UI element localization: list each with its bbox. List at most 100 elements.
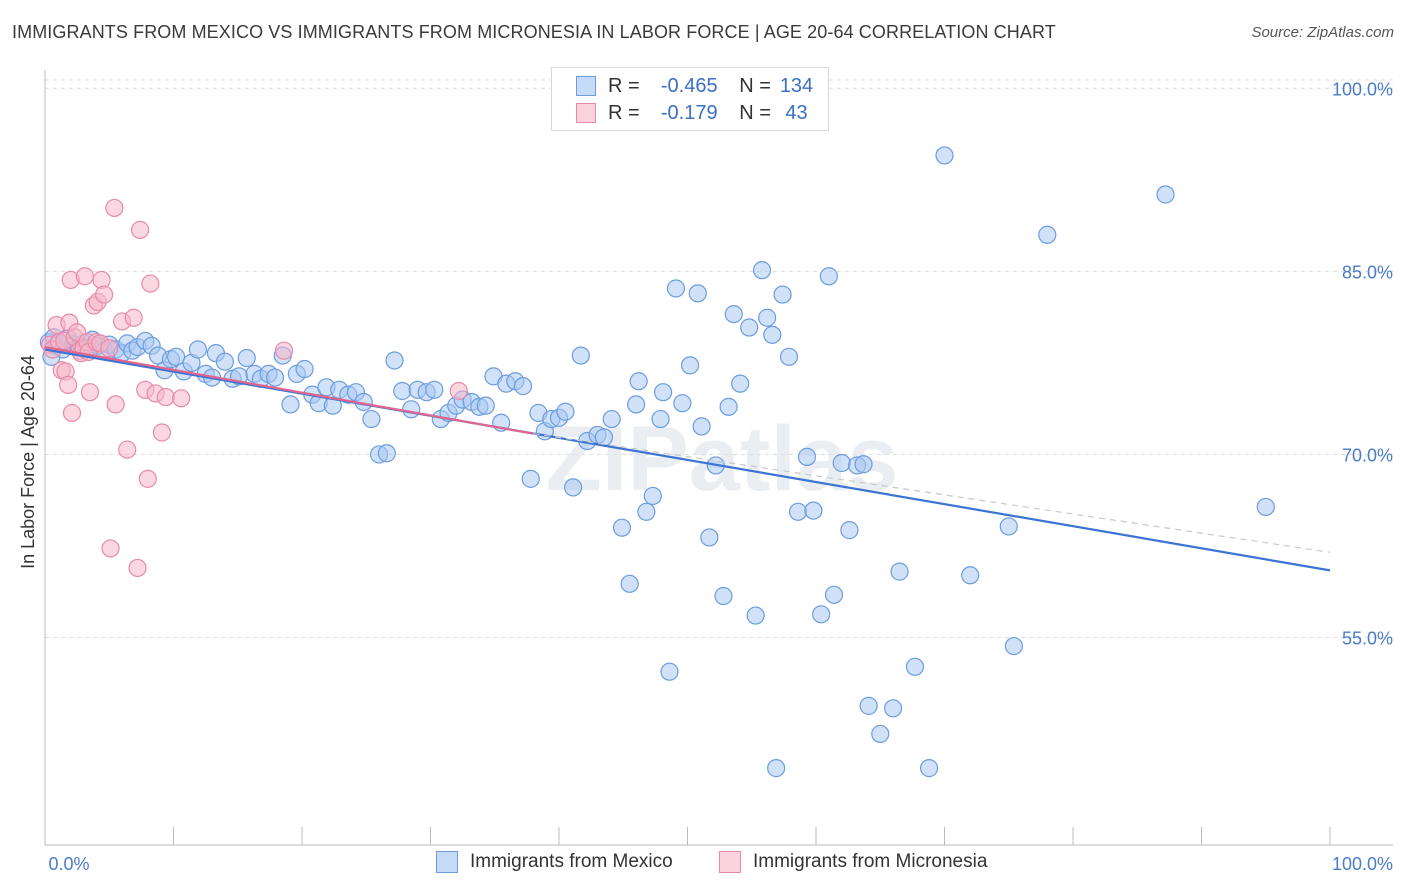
mexico-point [859, 696, 878, 715]
mexico-point [653, 383, 673, 402]
mexico-point [714, 586, 733, 606]
mexico-point [680, 356, 700, 375]
mexico-point [752, 261, 772, 280]
mexico-point [393, 381, 412, 401]
micronesia-point [101, 539, 120, 558]
r-label: R = [608, 101, 640, 124]
micronesia-point [62, 403, 82, 423]
mexico-point [402, 400, 421, 419]
mexico-point [385, 351, 404, 370]
mexico-point [571, 346, 590, 365]
series-legend: Immigrants from Mexico Immigrants from M… [0, 851, 1406, 877]
micronesia-point [118, 440, 137, 459]
micronesia-point [156, 387, 175, 407]
x-tick-label: 0.0% [48, 854, 89, 874]
mexico-trend-line [44, 348, 1331, 572]
r-value: -0.179 [660, 101, 718, 124]
micronesia-point [152, 423, 172, 442]
y-tick-label: 55.0% [1342, 629, 1393, 649]
mexico-point [731, 374, 750, 393]
mexico-point [476, 396, 495, 415]
mexico-point [740, 318, 759, 337]
mexico-point [166, 347, 186, 366]
mexico-point [602, 409, 621, 429]
mexico-point [521, 469, 540, 488]
series-micronesia [41, 198, 468, 578]
micronesia-point [100, 339, 119, 358]
mexico-point [1256, 497, 1275, 517]
mexico-point [773, 285, 792, 304]
mexico-point [804, 501, 823, 520]
legend-label: Immigrants from Mexico [470, 851, 673, 872]
micronesia-point [95, 285, 114, 304]
r-label: R = [608, 74, 640, 97]
micronesia-point [75, 267, 94, 286]
mexico-point [425, 380, 444, 399]
micronesia-point [449, 381, 468, 401]
n-label: N = [739, 101, 771, 124]
trend-lines [44, 345, 1331, 572]
mexico-point [724, 304, 743, 324]
micronesia-point [141, 274, 160, 293]
micronesia-point [128, 558, 147, 578]
micronesia-point [172, 389, 191, 408]
mexico-point [620, 574, 639, 593]
mexico-swatch [436, 851, 458, 873]
micronesia-point [138, 469, 157, 488]
mexico-point [660, 662, 679, 681]
mexico-swatch [576, 76, 596, 96]
mexico-point [854, 455, 873, 474]
micronesia-point [80, 383, 100, 402]
mexico-point [719, 397, 738, 416]
mexico-point [700, 528, 719, 547]
micronesia-point [59, 375, 78, 394]
mexico-point [905, 657, 925, 676]
legend-item-micronesia[interactable]: Immigrants from Micronesia [719, 851, 987, 873]
n-value: 43 [785, 101, 808, 124]
mexico-point [883, 699, 903, 718]
mexico-point [377, 444, 396, 463]
legend-label: Immigrants from Micronesia [753, 851, 988, 872]
mexico-point [612, 518, 632, 537]
mexico-point [824, 585, 844, 604]
legend-item-mexico[interactable]: Immigrants from Mexico [436, 851, 673, 873]
mexico-point [637, 502, 656, 521]
mexico-point [666, 279, 686, 298]
mexico-point [1004, 636, 1023, 656]
y-axis-label: In Labor Force | Age 20-64 [18, 355, 38, 569]
y-tick-label: 100.0% [1332, 79, 1393, 99]
n-value: 134 [779, 74, 814, 97]
correlation-legend: R = -0.465 N = 134 R = -0.179 N = 43 [551, 67, 829, 131]
mexico-point [188, 340, 208, 359]
mexico-point [362, 409, 381, 429]
mexico-point [629, 372, 648, 391]
mexico-point [788, 502, 808, 521]
mexico-point [564, 478, 583, 497]
mexico-point [237, 348, 256, 368]
mexico-point [758, 308, 777, 327]
mexico-point [215, 352, 234, 371]
mexico-point [840, 521, 859, 540]
series-mexico [39, 146, 1275, 778]
mexico-point [797, 447, 817, 466]
mexico-point [265, 368, 285, 387]
mexico-point [763, 325, 782, 344]
mexico-point [935, 146, 954, 165]
chart-title: IMMIGRANTS FROM MEXICO VS IMMIGRANTS FRO… [12, 22, 1056, 42]
mexico-point [651, 409, 670, 429]
micronesia-swatch [576, 103, 596, 123]
mexico-point [688, 284, 707, 303]
r-value: -0.465 [660, 74, 718, 97]
y-tick-label: 85.0% [1342, 262, 1393, 282]
x-tick-label: 100.0% [1332, 854, 1393, 874]
mexico-point [556, 402, 575, 421]
mexico-point [812, 605, 831, 624]
micronesia-point [124, 308, 143, 327]
mexico-point [767, 759, 786, 778]
mexico-point [594, 428, 614, 447]
mexico-point [746, 606, 765, 625]
micronesia-trend-extension [533, 433, 1331, 553]
mexico-point [779, 347, 799, 366]
mexico-point [513, 377, 533, 396]
micronesia-trend-line [44, 345, 534, 435]
